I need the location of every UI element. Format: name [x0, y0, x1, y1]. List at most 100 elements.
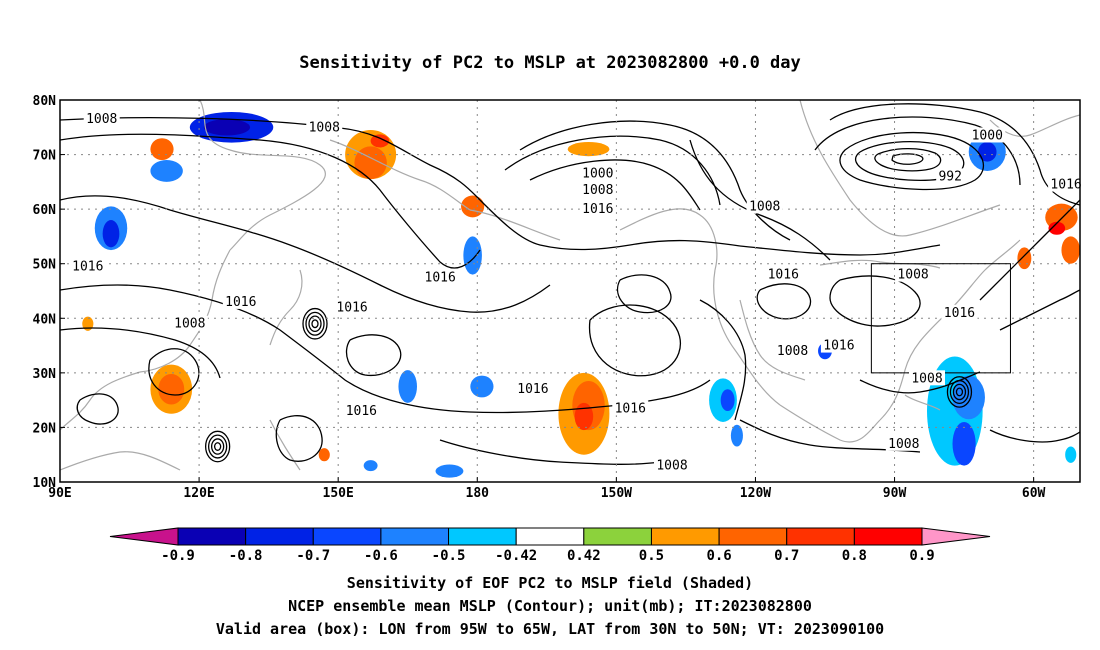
contour-label-bg	[895, 266, 932, 282]
contour-label-bg	[579, 182, 616, 198]
shaded-region	[952, 375, 985, 420]
caption-line-3: Valid area (box): LON from 95W to 65W, L…	[215, 620, 885, 638]
high-ring	[213, 442, 222, 451]
contour-label: 1008	[777, 344, 808, 359]
contour-label: 1016	[425, 270, 456, 285]
contour-label-bg	[579, 201, 616, 217]
contour-label-bg	[746, 198, 783, 214]
colorbar-tick-label: 0.42	[567, 548, 601, 564]
high-ring	[204, 430, 231, 463]
shaded-region	[102, 220, 120, 248]
y-tick-label: 80N	[33, 94, 57, 109]
lat-lon-grid	[60, 100, 1080, 482]
contour-label: 1016	[823, 339, 854, 354]
shaded-region	[1048, 221, 1066, 235]
colorbar-swatch	[853, 527, 923, 546]
contour-label-bg	[654, 457, 690, 473]
shaded-region	[370, 134, 390, 148]
contour-label-bg	[422, 269, 459, 285]
colorbar-swatch	[583, 527, 652, 546]
colorbar-tick-label: 0.5	[639, 548, 664, 564]
x-tick-label: 90E	[48, 486, 71, 501]
colorbar-swatch	[718, 527, 788, 546]
colorbar-high-extend	[921, 527, 991, 546]
colorbar-swatch	[786, 527, 855, 546]
contour-label: 1016	[225, 295, 256, 310]
shaded-region	[363, 460, 378, 472]
shaded-region	[203, 119, 251, 136]
high-ring	[302, 307, 328, 340]
x-tick-label: 90W	[883, 486, 907, 501]
contour-label-bg	[941, 304, 978, 320]
x-tick-label: 150E	[323, 486, 354, 501]
contour-label-bg	[936, 168, 965, 184]
contour-label: 1008	[911, 371, 942, 386]
contour-label: 1008	[897, 268, 928, 283]
contour-label: 1016	[768, 268, 799, 283]
contour-label-bg	[1048, 176, 1085, 192]
contour-label: 1016	[72, 259, 103, 274]
contour-label-bg	[579, 165, 616, 181]
shaded-region	[1065, 446, 1077, 463]
colorbar-tick-label: -0.9	[161, 548, 195, 564]
high-ring	[955, 387, 964, 397]
contour-label: 1000	[972, 128, 1003, 143]
contour-label: 1008	[86, 112, 117, 127]
shaded-region	[952, 421, 976, 466]
shaded-region	[463, 236, 482, 275]
contour-label-bg	[612, 400, 649, 416]
y-tick-label: 40N	[33, 312, 57, 327]
shaded-region	[82, 316, 94, 331]
y-tick-label: 60N	[33, 203, 57, 218]
shaded-region	[978, 142, 997, 162]
colorbar-low-extend	[109, 527, 179, 546]
contour-label: 1008	[309, 120, 340, 135]
contour-label-bg	[909, 370, 945, 386]
colorbar-tick-label: 0.9	[909, 548, 934, 564]
colorbar-tick-label: 0.7	[774, 548, 799, 564]
contour-label-bg	[885, 435, 922, 451]
contour-label: 1016	[1050, 178, 1081, 193]
shaded-region	[398, 370, 417, 403]
contour-label-bg	[334, 299, 371, 315]
colorbar: -0.9 -0.8 -0.7 -0.6 -0.5 -0.42 0.42 0.5 0.6 0.7 0.…	[109, 527, 991, 564]
y-tick-label: 70N	[33, 149, 57, 164]
colorbar-tick-label: -0.7	[296, 548, 330, 564]
x-tick-label: 120E	[183, 486, 214, 501]
colorbar-swatch	[515, 527, 585, 546]
contour-label: 1016	[346, 404, 377, 419]
map-frame	[59, 99, 1081, 483]
contour-label: 1000	[582, 167, 613, 182]
contour-label-bg	[774, 343, 811, 359]
contour-label: 1008	[174, 317, 205, 332]
chart-title: Sensitivity of PC2 to MSLP at 2023082800…	[299, 53, 801, 73]
contour-label: 1016	[582, 202, 613, 217]
y-tick-label: 10N	[33, 476, 57, 491]
shaded-region	[574, 402, 594, 431]
colorbar-tick-label: -0.8	[229, 548, 263, 564]
contour-label-bg	[306, 119, 343, 135]
high-ring	[311, 319, 319, 329]
contour-label: 1008	[749, 199, 780, 214]
contour-label-bg	[514, 381, 551, 397]
colorbar-swatch	[448, 527, 517, 546]
colorbar-swatch	[245, 527, 314, 546]
contour-label: 1016	[517, 382, 548, 397]
contour-label: 1008	[888, 437, 919, 452]
contour-label-bg	[83, 111, 120, 127]
shaded-region	[150, 160, 183, 182]
contour-label-bg	[820, 337, 857, 353]
contour-label: 1008	[656, 459, 687, 474]
colorbar-swatch	[650, 527, 720, 546]
shaded-region	[158, 373, 185, 405]
shaded-region	[730, 424, 743, 447]
contour-label-bg	[69, 258, 106, 274]
colorbar-tick-label: -0.5	[432, 548, 466, 564]
shaded-region	[567, 142, 610, 157]
contour-label: 1016	[615, 401, 646, 416]
shaded-region	[470, 375, 494, 398]
y-axis-ticks: 10N 20N 30N 40N 50N 60N 70N 80N	[33, 94, 65, 491]
